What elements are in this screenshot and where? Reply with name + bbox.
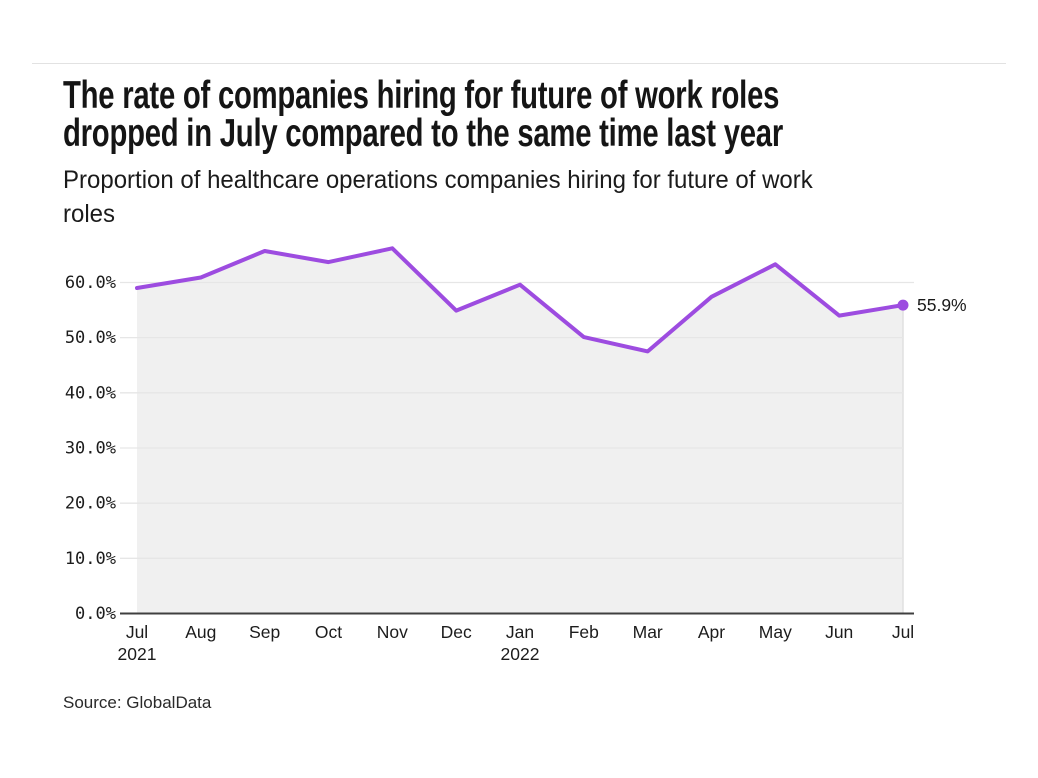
- y-axis-tick-label: 60.0%: [65, 273, 116, 293]
- area-fill: [137, 248, 903, 614]
- data-line: [135, 246, 905, 354]
- x-axis-tick-month: Apr: [698, 622, 725, 642]
- x-axis-tick-month: Mar: [633, 622, 663, 642]
- x-axis-tick-month: Sep: [249, 622, 280, 642]
- chart-title-line-2: dropped in July compared to the same tim…: [63, 112, 783, 155]
- chart-subtitle: Proportion of healthcare operations comp…: [63, 163, 1038, 231]
- chart-title: The rate of companies hiring for future …: [63, 74, 963, 155]
- x-axis-tick-month: Oct: [315, 622, 342, 642]
- y-axis-tick-label: 40.0%: [65, 383, 116, 403]
- last-point-marker: [897, 299, 909, 311]
- x-axis-tick-month: Jan: [506, 622, 534, 642]
- last-point-value-label: 55.9%: [917, 295, 967, 315]
- x-axis-tick-month: Feb: [569, 622, 599, 642]
- x-axis-tick-month: Aug: [185, 622, 216, 642]
- chart-subtitle-line-1: Proportion of healthcare operations comp…: [63, 166, 813, 194]
- y-axis-tick-label: 50.0%: [65, 328, 116, 348]
- y-axis-tick-label: 0.0%: [75, 604, 116, 624]
- y-axis-tick-label: 10.0%: [65, 549, 116, 569]
- chart-title-line-1: The rate of companies hiring for future …: [63, 74, 780, 117]
- x-axis-tick-month: Jul: [126, 622, 148, 642]
- x-axis-tick-month: Dec: [441, 622, 472, 642]
- chart-subtitle-line-2: roles: [63, 200, 116, 228]
- x-axis-tick-month: Jun: [825, 622, 853, 642]
- x-axis-tick-month: Nov: [377, 622, 408, 642]
- x-axis-tick-month: May: [759, 622, 792, 642]
- header-divider: [32, 63, 1006, 64]
- x-axis-tick-year: 2021: [118, 644, 157, 664]
- x-axis-tick-year: 2022: [501, 644, 540, 664]
- source-note: Source: GlobalData: [63, 693, 212, 712]
- y-axis-tick-label: 20.0%: [65, 494, 116, 514]
- y-axis-tick-label: 30.0%: [65, 439, 116, 459]
- x-axis-tick-month: Jul: [892, 622, 914, 642]
